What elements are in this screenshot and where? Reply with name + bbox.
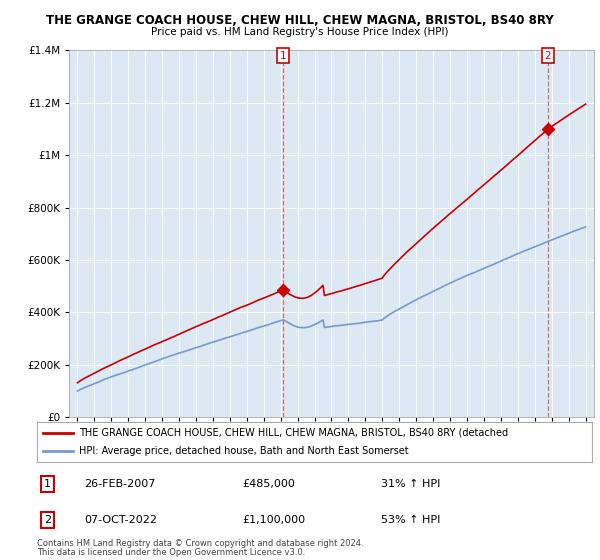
Text: 1: 1 (44, 479, 50, 489)
Text: 07-OCT-2022: 07-OCT-2022 (85, 515, 157, 525)
Text: 53% ↑ HPI: 53% ↑ HPI (382, 515, 440, 525)
Text: £1,100,000: £1,100,000 (242, 515, 305, 525)
Text: Price paid vs. HM Land Registry's House Price Index (HPI): Price paid vs. HM Land Registry's House … (151, 27, 449, 37)
Text: 31% ↑ HPI: 31% ↑ HPI (382, 479, 440, 489)
Text: THE GRANGE COACH HOUSE, CHEW HILL, CHEW MAGNA, BRISTOL, BS40 8RY (detached: THE GRANGE COACH HOUSE, CHEW HILL, CHEW … (79, 428, 508, 437)
Text: Contains HM Land Registry data © Crown copyright and database right 2024.: Contains HM Land Registry data © Crown c… (37, 539, 364, 548)
Text: 1: 1 (280, 50, 287, 60)
Text: THE GRANGE COACH HOUSE, CHEW HILL, CHEW MAGNA, BRISTOL, BS40 8RY: THE GRANGE COACH HOUSE, CHEW HILL, CHEW … (46, 14, 554, 27)
Text: 2: 2 (544, 50, 551, 60)
Text: This data is licensed under the Open Government Licence v3.0.: This data is licensed under the Open Gov… (37, 548, 305, 557)
Text: 26-FEB-2007: 26-FEB-2007 (85, 479, 156, 489)
Text: 2: 2 (44, 515, 51, 525)
Text: HPI: Average price, detached house, Bath and North East Somerset: HPI: Average price, detached house, Bath… (79, 446, 409, 456)
Text: £485,000: £485,000 (242, 479, 295, 489)
